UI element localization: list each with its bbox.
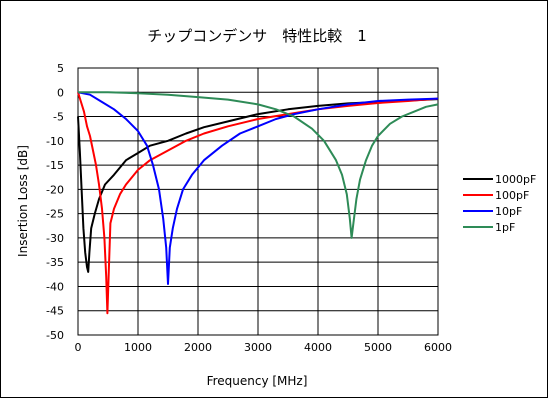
grid xyxy=(78,68,438,335)
y-tick-label-6: -25 xyxy=(46,208,64,221)
y-tick-label-9: -40 xyxy=(46,280,64,293)
y-tick-label-3: -10 xyxy=(46,135,64,148)
legend-label-1000pF: 1000pF xyxy=(495,173,536,186)
y-tick-label-4: -15 xyxy=(46,159,64,172)
legend: 1000pF 100pF 10pF 1pF xyxy=(463,173,536,234)
legend-label-1pF: 1pF xyxy=(495,221,515,234)
x-tick-label-2: 2000 xyxy=(184,341,212,354)
x-tick-label-6: 6000 xyxy=(424,341,452,354)
y-tick-label-0: 5 xyxy=(57,62,64,75)
chart-title: チップコンデンサ 特性比較 1 xyxy=(147,27,367,45)
legend-label-10pF: 10pF xyxy=(495,205,522,218)
series-line-1000pF xyxy=(77,98,439,273)
series-lines xyxy=(77,91,439,315)
y-tick-label-7: -30 xyxy=(46,232,64,245)
y-tick-label-1: 0 xyxy=(57,86,64,99)
x-axis-label: Frequency [MHz] xyxy=(207,374,308,388)
x-tick-label-0: 0 xyxy=(75,341,82,354)
y-tick-label-10: -45 xyxy=(46,305,64,318)
series-line-1pF xyxy=(78,91,439,239)
plot-area xyxy=(77,67,439,336)
x-tick-label-5: 5000 xyxy=(364,341,392,354)
series-line-10pF xyxy=(77,91,439,285)
x-tick-label-4: 4000 xyxy=(304,341,332,354)
y-tick-labels: 5 0 -5 -10 -15 -20 -25 -30 -35 -40 -45 -50 xyxy=(46,62,64,342)
legend-label-100pF: 100pF xyxy=(495,189,529,202)
y-tick-label-5: -20 xyxy=(46,183,64,196)
y-tick-label-8: -35 xyxy=(46,256,64,269)
x-tick-label-1: 1000 xyxy=(124,341,152,354)
y-axis-label: Insertion Loss [dB] xyxy=(16,145,30,257)
x-tick-labels: 0 1000 2000 3000 4000 5000 6000 xyxy=(75,341,453,354)
y-tick-label-11: -50 xyxy=(46,329,64,342)
x-tick-label-3: 3000 xyxy=(244,341,272,354)
series-line-100pF xyxy=(77,92,439,315)
y-tick-label-2: -5 xyxy=(53,111,64,124)
